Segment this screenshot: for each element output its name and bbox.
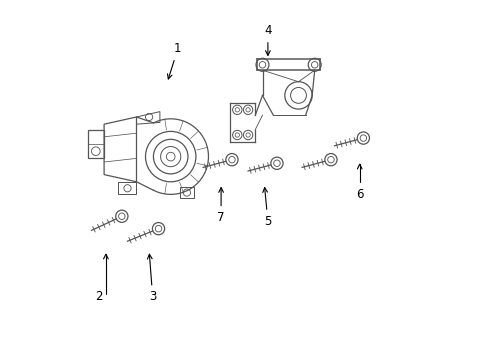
Text: 4: 4 bbox=[264, 24, 271, 55]
Text: 6: 6 bbox=[355, 164, 363, 201]
Text: 1: 1 bbox=[167, 42, 181, 79]
Text: 2: 2 bbox=[95, 254, 108, 303]
Text: 7: 7 bbox=[217, 188, 224, 224]
Text: 5: 5 bbox=[262, 188, 271, 228]
Text: 3: 3 bbox=[147, 254, 156, 303]
